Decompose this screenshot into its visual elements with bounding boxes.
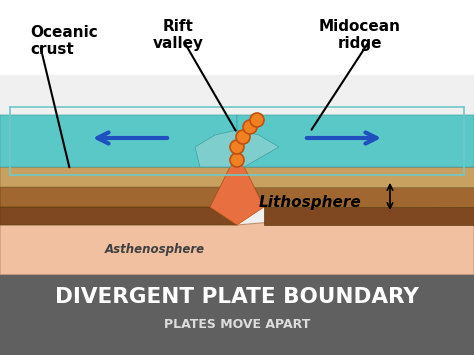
Circle shape xyxy=(230,140,244,154)
Polygon shape xyxy=(237,130,279,167)
Text: Asthenosphere: Asthenosphere xyxy=(105,244,205,257)
Text: Rift
valley: Rift valley xyxy=(153,19,203,51)
Circle shape xyxy=(250,113,264,127)
Circle shape xyxy=(236,130,250,144)
Bar xyxy=(0,275,474,355)
Polygon shape xyxy=(210,157,264,225)
Polygon shape xyxy=(244,167,474,187)
Polygon shape xyxy=(254,187,474,207)
Circle shape xyxy=(230,153,244,167)
Polygon shape xyxy=(0,205,474,275)
Text: PLATES MOVE APART: PLATES MOVE APART xyxy=(164,318,310,332)
Polygon shape xyxy=(0,115,237,167)
Text: Lithosphere: Lithosphere xyxy=(259,196,361,211)
Polygon shape xyxy=(0,207,237,225)
Polygon shape xyxy=(0,167,230,187)
Polygon shape xyxy=(0,187,220,207)
Polygon shape xyxy=(264,207,474,225)
Text: Oceanic
crust: Oceanic crust xyxy=(30,25,98,58)
Polygon shape xyxy=(237,115,474,167)
Text: DIVERGENT PLATE BOUNDARY: DIVERGENT PLATE BOUNDARY xyxy=(55,287,419,307)
Bar xyxy=(0,75,474,275)
Text: Midocean
ridge: Midocean ridge xyxy=(319,19,401,51)
Polygon shape xyxy=(195,130,237,167)
Circle shape xyxy=(243,120,257,134)
